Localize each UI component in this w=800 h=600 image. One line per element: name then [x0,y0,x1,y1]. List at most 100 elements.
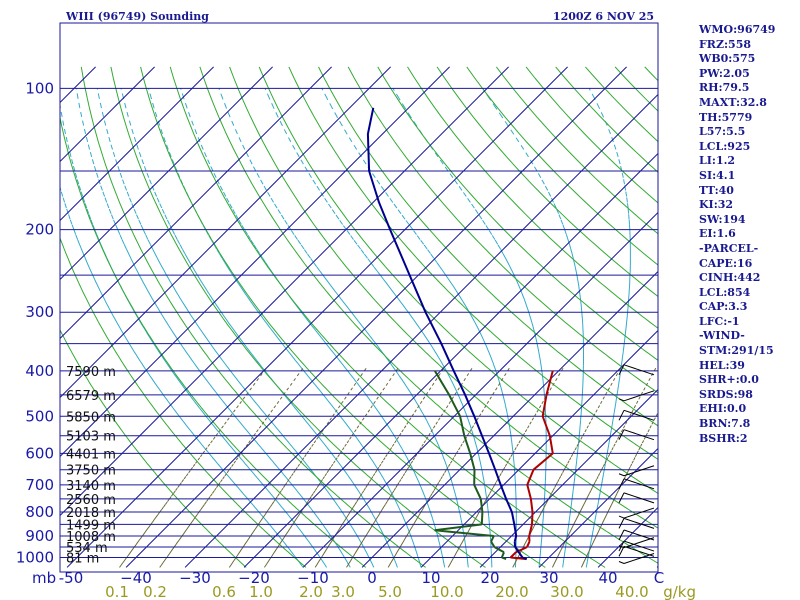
mixing-ratio-label: 40.0 [615,583,648,600]
wind-barb [618,540,655,552]
isotherm-line [59,66,273,280]
sounding-index: -WIND- [699,329,745,343]
mixing-ratio-line [580,412,659,568]
mixing-ratio-line [159,365,306,568]
moist-adiabat-line [392,88,547,568]
wind-barb [618,507,655,519]
dry-adiabat-line [466,66,659,266]
moist-adiabat-line [482,88,584,568]
moist-adiabat-line [148,88,422,568]
sounding-index: LFC:-1 [699,314,740,328]
sounding-index: EHI:0.0 [699,402,747,416]
temperature-tick-label: −10 [297,569,329,587]
sounding-index: HEL:39 [699,358,745,372]
dry-adiabat-line [199,66,659,564]
moist-adiabat-line [96,88,375,568]
moist-adiabat-line [264,88,493,568]
dry-adiabat-line [59,117,367,568]
temperature-tick-labels: -50 −40 −30 −20 −10 0 10 20 30 40 C [59,569,664,587]
pressure-tick-label: 1000 [16,549,54,567]
isotherm-line [59,66,214,221]
temperature-tick-label: −40 [120,569,152,587]
isotherm-line [184,94,659,568]
height-label: 1008 m [66,530,116,545]
isotherm-line [59,66,391,398]
isotherm-line [59,66,96,103]
mixing-ratio-label: 3.0 [331,583,355,600]
moist-adiabats [59,88,631,568]
sounding-index: BSHR:2 [699,431,748,445]
dry-adiabat-line [555,66,659,173]
wind-barb [618,465,655,477]
mixing-ratio-label: 1.0 [249,583,273,600]
sounding-index: WMO:96749 [699,23,776,36]
temperature-tick-label: −20 [238,569,270,587]
dry-adiabat-line [59,237,307,568]
height-label: 6579 m [66,389,116,404]
temperature-tick-label: -50 [59,569,84,587]
temperature-tick-label: −30 [179,569,211,587]
height-label: 81 m [66,552,99,567]
isotherm-line [243,153,659,568]
parcel-trace [509,370,554,561]
temperature-tick-label: 30 [539,569,558,587]
height-label: 5850 m [66,410,116,425]
height-labels: 7590 m 6579 m 5850 m 5103 m 4401 m 3750 m3140… [66,365,116,567]
sounding-index: -PARCEL- [699,241,759,255]
height-label: 2018 m [66,506,116,521]
dry-adiabat-line [585,66,659,142]
sounding-index: RH:79.5 [699,81,750,95]
pressure-tick-label: 700 [25,476,54,494]
sounding-index: PW:2.05 [699,66,750,80]
temperature-end-marker: C [654,569,664,587]
isotherm-line [59,66,332,339]
sounding-index: EI:1.6 [699,227,736,241]
isotherm-line [538,448,659,568]
sounding-index: KI:32 [699,198,734,212]
sounding-index: SRDS:98 [699,387,753,401]
temperature-trace [366,107,528,561]
wind-barb [618,545,655,557]
temperature-tick-label: 20 [480,569,499,587]
height-label: 1499 m [66,518,116,533]
wind-barb [618,529,655,541]
height-label: 534 m [66,541,108,556]
sounding-index: CAP:3.3 [699,300,748,314]
mixing-ratio-label: 5.0 [378,583,402,600]
mixing-ratio-label: 30.0 [550,583,583,600]
height-label: 3140 m [66,479,116,494]
wind-barb [618,517,655,529]
height-label: 5103 m [66,430,116,445]
pressure-tick-label: 500 [25,407,54,425]
sounding-index: FRZ:558 [699,37,752,51]
isotherm-line [59,66,450,457]
temperature-tick-label: 10 [421,569,440,587]
sounding-index: LI:1.2 [699,154,736,168]
mixing-ratio-line [119,365,269,568]
moist-adiabat-line [75,88,351,568]
dry-adiabat-line [407,66,659,329]
height-label: 4401 m [66,447,116,462]
isotherm-line [59,66,509,516]
dry-adiabat-line [59,329,247,568]
sounding-index: CINH:442 [699,271,761,285]
dry-adiabat-line [644,66,659,81]
pressure-tick-label: 100 [25,79,54,97]
sounding-index: MAXT:32.8 [699,95,767,109]
isotherm-line [125,66,627,568]
isotherm-line [479,389,659,568]
height-label: 2560 m [66,493,116,508]
temperature-tick-label: 40 [598,569,617,587]
height-label: 7590 m [66,365,116,380]
mixing-ratio-lines [119,365,659,568]
pressure-tick-label: 800 [25,503,54,521]
height-label: 3750 m [66,464,116,479]
mixing-ratio-line [314,365,446,568]
pressure-tick-label: 200 [25,221,54,239]
station-title: WIII (96749) Sounding [65,10,209,23]
wind-barb [618,492,655,504]
mixing-ratio-label: 0.6 [212,583,236,600]
wind-barb [618,429,655,441]
pressure-tick-labels: 100 200 300 400 500 600 700 800 900 1000 [16,79,54,566]
